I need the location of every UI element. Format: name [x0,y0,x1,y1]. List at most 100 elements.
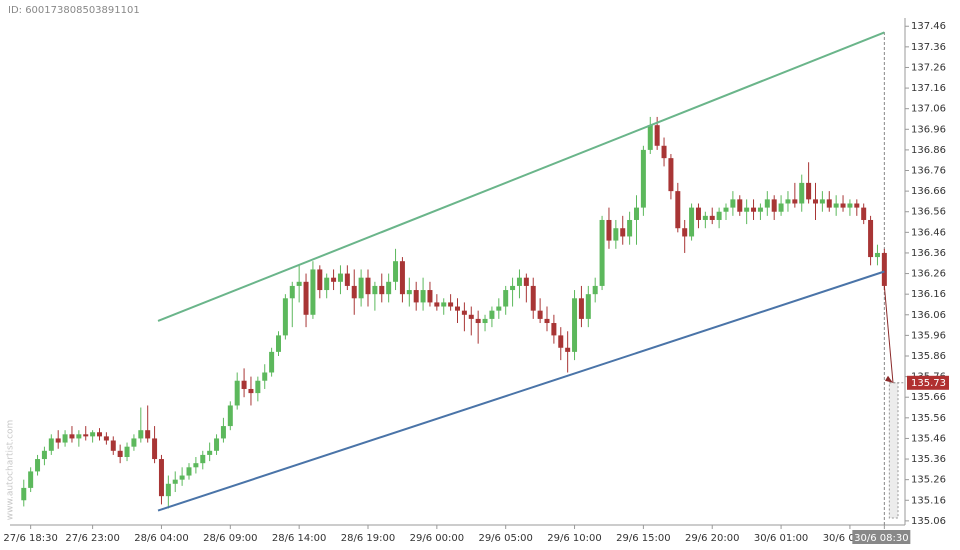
candle-body [262,372,268,381]
candle-body [103,436,109,441]
candle-body [868,219,874,258]
x-tick-label: 27/6 23:00 [65,533,119,544]
candle-body [35,459,41,472]
candle-body [620,228,626,237]
candle-body [723,207,729,212]
candle-body [379,285,385,295]
candle-body [819,199,825,204]
candle-body [861,207,867,220]
candle-body [661,145,667,159]
candle-body [331,277,337,282]
y-tick-label: 135.16 [911,495,946,506]
watermark: www.autochartist.com [6,420,16,521]
candle-body [833,203,839,208]
candle-body [585,294,591,319]
candle-body [668,158,674,192]
candle-body [847,203,853,208]
candle-body [689,207,695,237]
candle-body [220,426,226,439]
candle-body [269,351,275,373]
x-tick-label: 29/6 20:00 [685,533,739,544]
target-label-bg [907,375,949,390]
candle-body [523,277,529,286]
candle-body [207,450,213,455]
x-tick-label: 30/6 01:00 [754,533,808,544]
candle-body [654,125,660,146]
candle-body [806,182,812,200]
candle-body [537,310,543,319]
x-tick-label: 28/6 14:00 [272,533,326,544]
candle-body [441,302,447,307]
y-tick-label: 137.16 [911,83,946,94]
candle-body [172,479,178,484]
candle-body [241,380,247,389]
candle-body [324,277,330,291]
candle-body [165,483,171,497]
candle-body [62,434,68,443]
candle-body [737,199,743,212]
candle-body [76,434,82,439]
candle-body [158,459,164,497]
candle-body [510,285,516,291]
candle-body [303,281,309,315]
candle-body [461,310,467,315]
candle-body [634,207,639,220]
candle-body [234,380,240,406]
y-tick-label: 136.16 [911,289,946,300]
candle-body [572,298,578,352]
candle-body [475,318,481,324]
candle-body [434,302,440,307]
candle-body [227,405,233,427]
candle-body [702,215,708,220]
candle-body [551,323,557,336]
candle-body [310,269,316,315]
y-tick-label: 135.26 [911,475,946,486]
candle-body [420,290,426,303]
y-tick-label: 136.26 [911,269,946,280]
candle-body [255,380,261,394]
candle-body [317,269,323,291]
target-arrow [883,285,894,383]
candle-body [599,219,605,286]
y-tick-label: 136.86 [911,145,946,156]
candle-body [179,475,185,480]
candle-body [289,285,295,299]
y-tick-label: 136.66 [911,186,946,197]
candle-body [117,450,123,457]
candle-body [544,318,550,324]
candle-body [413,290,419,303]
candle-body [131,438,137,447]
candle-body [83,434,89,437]
x-tick-label: 29/6 05:00 [478,533,532,544]
candle-body [124,446,130,457]
candle-body [826,199,832,208]
candle-body [393,261,399,282]
candle-body [606,219,612,241]
y-tick-label: 135.46 [911,433,946,444]
candle-body [399,261,405,295]
candle-body [578,298,584,319]
candle-body [854,203,860,208]
candle-body [778,203,784,212]
candle-body [489,310,495,319]
candle-body [386,281,392,295]
chart-id: ID: 600173808503891101 [8,5,140,16]
x-tick-label: 28/6 04:00 [134,533,188,544]
y-tick-label: 136.76 [911,166,946,177]
y-tick-label: 137.06 [911,104,946,115]
candle-body [468,314,474,319]
y-tick-label: 136.06 [911,310,946,321]
candle-body [69,434,75,439]
candle-body [792,199,798,204]
x-tick-label: 28/6 19:00 [341,533,395,544]
y-tick-label: 137.26 [911,62,946,73]
x-tick-label: 29/6 10:00 [547,533,601,544]
candle-body [516,277,522,286]
y-tick-label: 135.06 [911,516,946,527]
candle-body [799,182,805,204]
candle-body [716,211,722,220]
candle-body [200,454,206,464]
candle-body [496,306,502,311]
candle-body [757,207,763,212]
